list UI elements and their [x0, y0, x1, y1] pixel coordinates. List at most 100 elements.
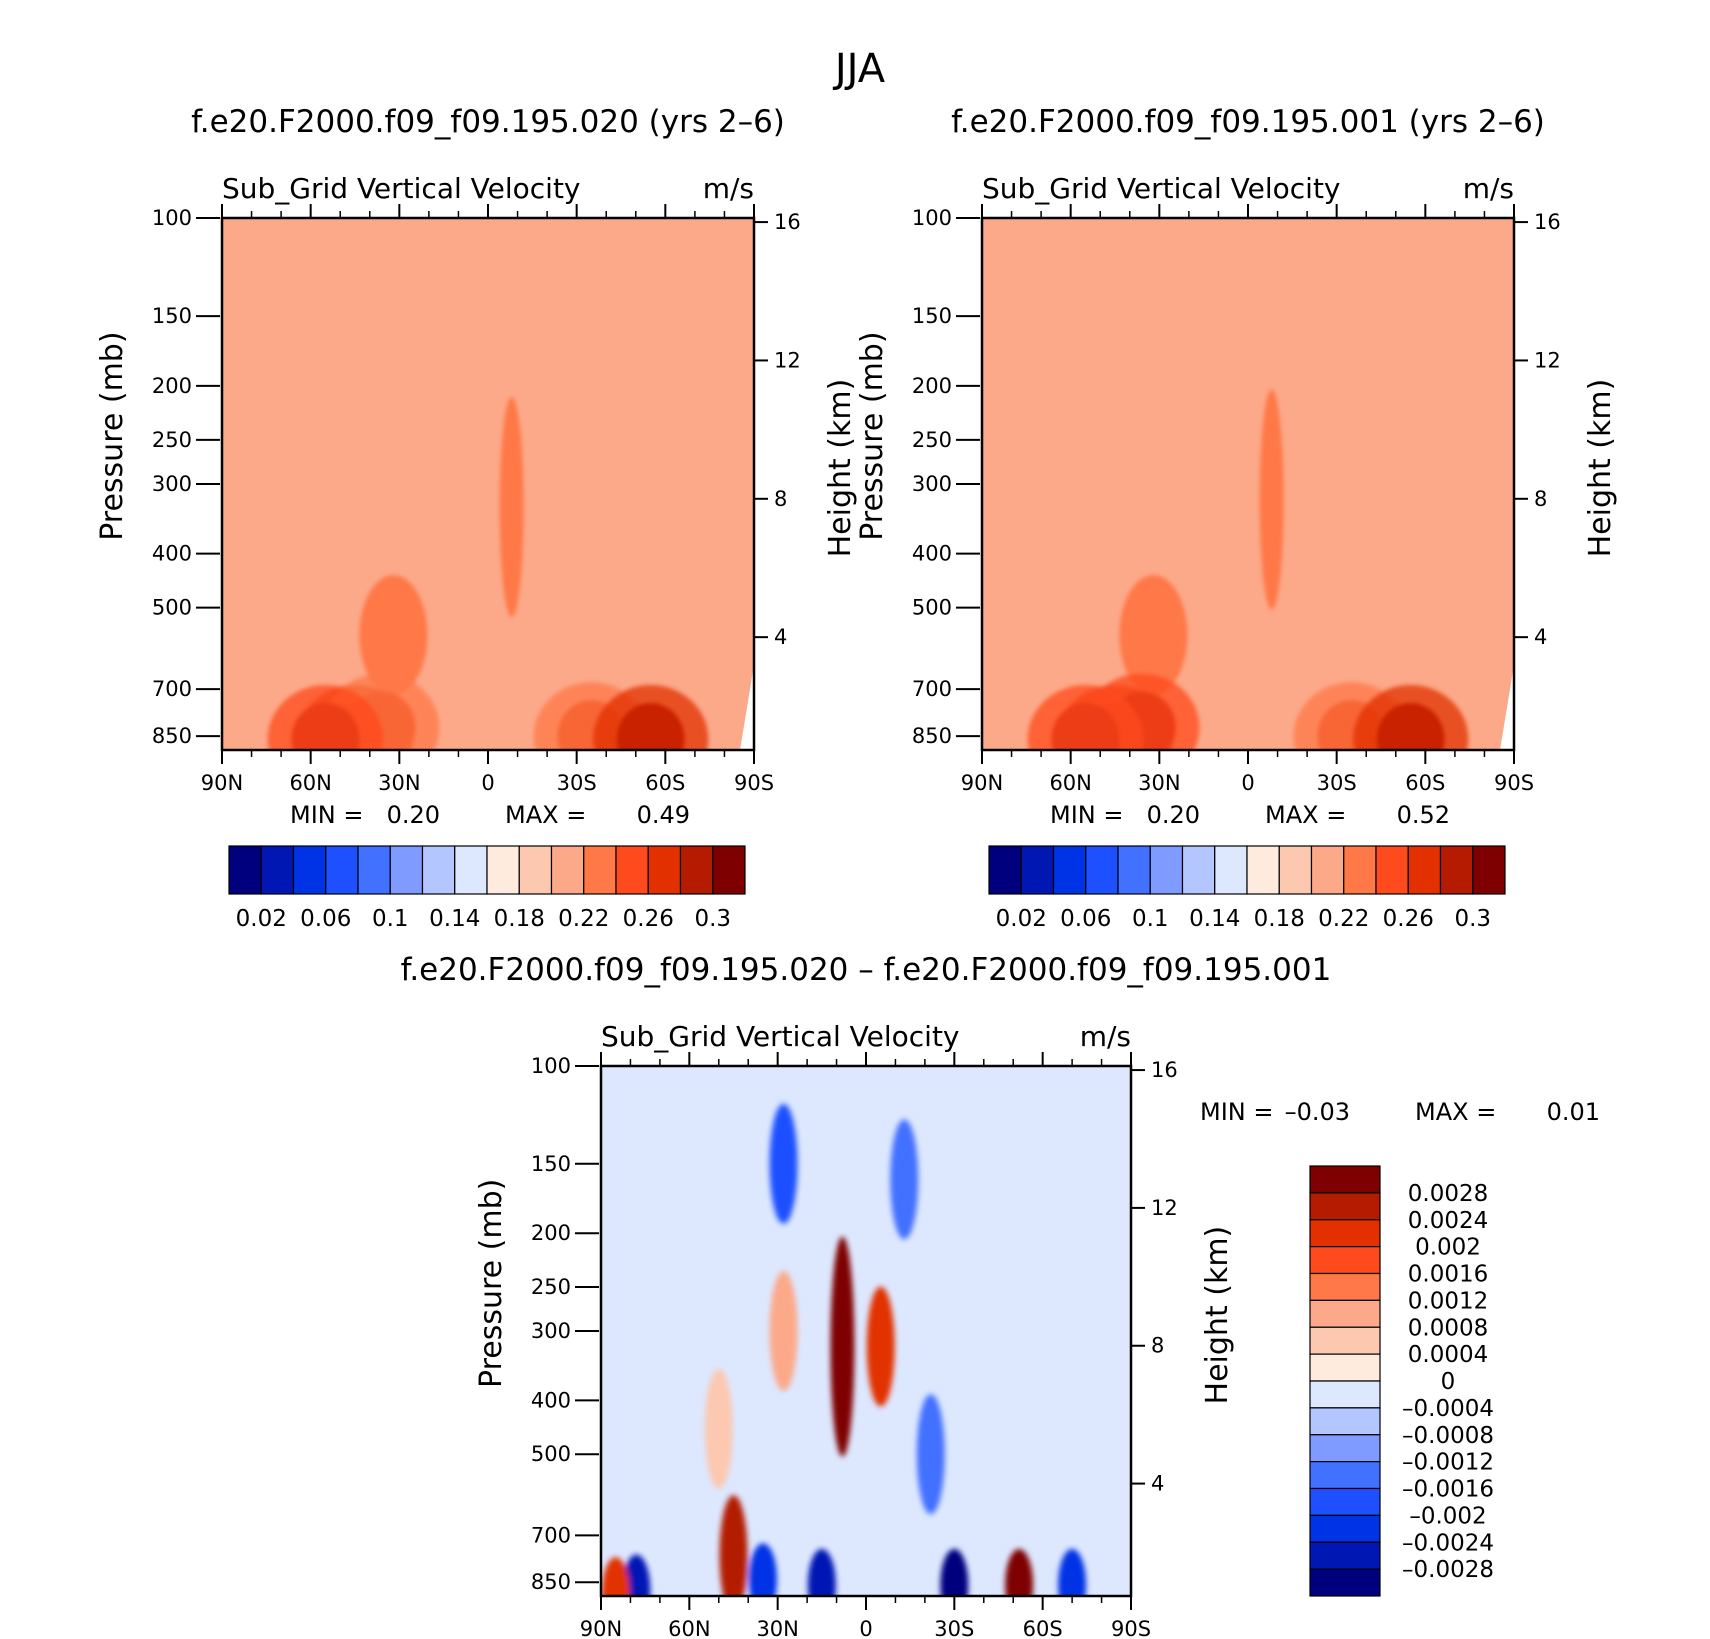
contour-feature-halo [592, 685, 709, 750]
panel-2: f.e20.F2000.f09_f09.195.001 (yrs 2–6) Sub… [855, 104, 1618, 932]
colorbar-label: –0.0012 [1402, 1450, 1494, 1476]
colorbar-box [1309, 1461, 1381, 1490]
x-tick-label: 60N [289, 771, 331, 795]
colorbar-box [454, 845, 488, 895]
colorbar-box [1309, 1165, 1381, 1194]
contour-feature [940, 1549, 969, 1596]
colorbar-box [325, 845, 359, 895]
colorbar-box [647, 845, 682, 895]
colorbar-box [1375, 845, 1409, 895]
x-tick-label: 30S [557, 771, 597, 795]
colorbar-label: 0.18 [1254, 906, 1305, 932]
y-right-tick-label: 12 [1151, 1196, 1178, 1220]
colorbar-label: 0.14 [429, 906, 480, 932]
colorbar-label: 0.0012 [1408, 1288, 1488, 1314]
x-tick-label: 0 [481, 771, 494, 795]
x-tick-label: 60S [1405, 771, 1445, 795]
min-value: –0.03 [1285, 1098, 1350, 1126]
colorbar-label: 0.14 [1189, 906, 1240, 932]
max-value: 0.49 [637, 801, 690, 829]
contour-feature [1058, 1549, 1087, 1596]
y-tick-label: 500 [152, 596, 192, 620]
field-background [601, 1066, 1131, 1596]
colorbar-box [1246, 845, 1280, 895]
x-tick-label: 60N [668, 1617, 710, 1639]
x-tick-label: 90S [1111, 1617, 1151, 1639]
colorbar-box [1309, 1514, 1381, 1543]
y-tick-label: 850 [152, 724, 192, 748]
colorbar-box [679, 845, 714, 895]
y-tick-label: 250 [531, 1275, 571, 1299]
panel-title: f.e20.F2000.f09_f09.195.020 (yrs 2–6) [191, 104, 785, 140]
y-right-tick-label: 12 [774, 348, 801, 372]
colorbar-label: 0.06 [1060, 906, 1111, 932]
panel-1: f.e20.F2000.f09_f09.195.020 (yrs 2–6) Sub… [95, 104, 858, 932]
max-label: MAX = [1415, 1098, 1496, 1126]
colorbar-box [228, 845, 262, 895]
colorbar-label: 0 [1441, 1369, 1456, 1395]
y-right-axis-label: Height (km) [823, 379, 858, 558]
colorbar-box [518, 845, 553, 895]
colorbar-box [1343, 845, 1377, 895]
panel-3: f.e20.F2000.f09_f09.195.020 – f.e20.F200… [401, 952, 1600, 1639]
max-value: 0.01 [1547, 1098, 1600, 1126]
min-value: 0.20 [387, 801, 440, 829]
y-right-tick-label: 16 [1151, 1058, 1178, 1082]
y-tick-label: 500 [531, 1442, 571, 1466]
colorbar-box [1309, 1219, 1381, 1248]
contour-feature [1005, 1549, 1034, 1596]
contour-feature [704, 1368, 733, 1489]
colorbar-box [550, 845, 585, 895]
colorbar-box [1407, 845, 1442, 895]
colorbar-box [1085, 845, 1119, 895]
colorbar-label: 0.18 [494, 906, 545, 932]
y-tick-label: 300 [152, 472, 192, 496]
y-tick-label: 700 [152, 677, 192, 701]
x-tick-label: 90N [580, 1617, 622, 1639]
colorbar-box [1149, 845, 1184, 895]
x-tick-label: 30S [934, 1617, 974, 1639]
missing-data-region [740, 664, 754, 750]
contour-feature [890, 1119, 919, 1240]
x-tick-label: 0 [1241, 771, 1254, 795]
y-tick-label: 300 [912, 472, 952, 496]
figure-title: JJA [832, 46, 886, 92]
colorbar-label: –0.0004 [1402, 1396, 1494, 1422]
colorbar-label: –0.0024 [1402, 1530, 1494, 1556]
colorbar-box [1117, 845, 1151, 895]
colorbar-box [389, 845, 424, 895]
contour-feature [748, 1543, 777, 1596]
colorbar-box [421, 845, 456, 895]
panel-subtitle-units: m/s [1463, 172, 1514, 205]
field-background [982, 218, 1514, 750]
colorbar-box [1309, 1568, 1381, 1597]
y-right-tick-label: 4 [774, 625, 787, 649]
y-tick-label: 200 [152, 374, 192, 398]
missing-data-region [1500, 664, 1514, 750]
colorbar-box [1309, 1272, 1381, 1301]
max-label: MAX = [505, 801, 586, 829]
colorbar-label: –0.0016 [1402, 1477, 1494, 1503]
colorbar: 0.02 0.06 0.1 0.14 0.18 0.22 0.26 0.3 [988, 845, 1506, 932]
y-tick-label: 850 [912, 724, 952, 748]
panels: f.e20.F2000.f09_f09.195.020 (yrs 2–6) Sub… [95, 104, 1618, 1639]
colorbar-label: –0.0008 [1402, 1423, 1494, 1449]
colorbar-box [1309, 1434, 1381, 1463]
y-tick-label: 250 [152, 428, 192, 452]
x-tick-label: 0 [859, 1617, 872, 1639]
y-right-axis-label: Height (km) [1583, 379, 1618, 558]
colorbar-box [712, 845, 746, 895]
y-right-tick-label: 4 [1534, 625, 1547, 649]
colorbar-label: 0.1 [372, 906, 409, 932]
y-tick-label: 400 [912, 542, 952, 566]
panel-subtitle-variable: Sub_Grid Vertical Velocity [982, 172, 1341, 205]
x-tick-label: 90N [201, 771, 243, 795]
colorbar-label: 0.02 [236, 906, 287, 932]
colorbar-box [1439, 845, 1474, 895]
colorbar-box [1214, 845, 1248, 895]
colorbar-box [1309, 1326, 1381, 1355]
y-axis-label: Pressure (mb) [95, 331, 130, 540]
colorbar-box [1052, 845, 1087, 895]
max-value: 0.52 [1397, 801, 1450, 829]
